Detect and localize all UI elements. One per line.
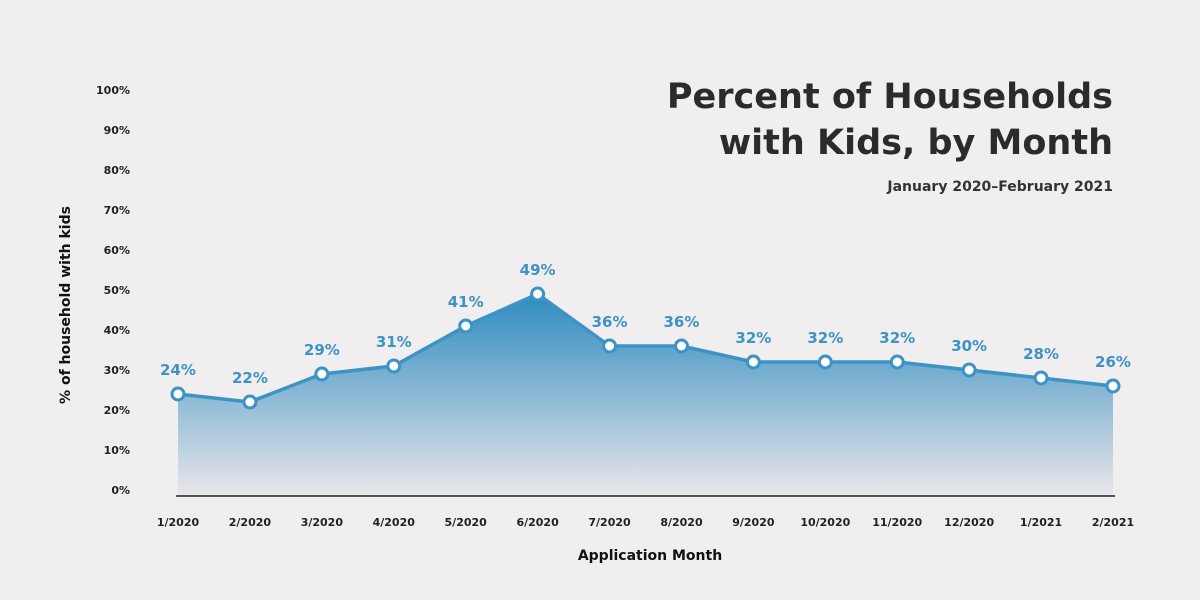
data-point	[1033, 370, 1049, 386]
x-tick-label: 8/2020	[660, 516, 703, 529]
x-tick-label: 9/2020	[732, 516, 775, 529]
x-tick-label: 3/2020	[301, 516, 344, 529]
x-tick-label: 10/2020	[800, 516, 850, 529]
data-label: 32%	[735, 329, 771, 347]
data-label: 29%	[304, 341, 340, 359]
x-tick-label: 12/2020	[944, 516, 994, 529]
x-axis-ticks: 1/2020 2/2020 3/2020 4/2020 5/2020 6/2020 7/20…	[157, 516, 1134, 529]
x-tick-label: 1/2021	[1020, 516, 1062, 529]
x-tick-label: 1/2020	[157, 516, 200, 529]
data-label: 32%	[879, 329, 915, 347]
data-label: 26%	[1095, 353, 1131, 371]
data-label: 36%	[592, 313, 628, 331]
y-tick-label: 0%	[111, 484, 130, 497]
data-point	[530, 286, 546, 302]
data-point	[242, 394, 258, 410]
x-tick-label: 6/2020	[516, 516, 559, 529]
y-axis-ticks: 0% 10% 20% 30% 40% 50% 60% 70% 80% 90% 100%	[96, 84, 130, 497]
data-point	[314, 366, 330, 382]
x-axis-label: Application Month	[578, 548, 722, 564]
y-axis-label: % of household with kids	[58, 206, 74, 404]
chart-title-line-2: with Kids, by Month	[719, 123, 1113, 163]
y-tick-label: 70%	[104, 204, 130, 217]
y-tick-label: 40%	[104, 324, 130, 337]
x-tick-label: 5/2020	[445, 516, 488, 529]
y-tick-label: 60%	[104, 244, 130, 257]
data-point	[817, 354, 833, 370]
data-point	[889, 354, 905, 370]
data-label: 49%	[520, 261, 556, 279]
x-tick-label: 7/2020	[588, 516, 631, 529]
data-label: 41%	[448, 293, 484, 311]
plot-area: 24% 22% 29% 31% 41% 49% 36% 36% 32% 32% 32% 30% 28% 2…	[160, 261, 1131, 497]
chart-title-line-1: Percent of Households	[667, 77, 1113, 117]
y-tick-label: 50%	[104, 284, 130, 297]
data-label: 32%	[807, 329, 843, 347]
x-tick-label: 2/2021	[1092, 516, 1134, 529]
y-tick-label: 80%	[104, 164, 130, 177]
x-tick-label: 11/2020	[872, 516, 922, 529]
data-point	[386, 358, 402, 374]
data-label: 28%	[1023, 345, 1059, 363]
data-point	[602, 338, 618, 354]
x-tick-label: 4/2020	[373, 516, 416, 529]
data-point	[1105, 378, 1121, 394]
x-tick-label: 2/2020	[229, 516, 272, 529]
series-line	[177, 292, 1114, 404]
data-point	[961, 362, 977, 378]
data-point	[745, 354, 761, 370]
data-point	[458, 318, 474, 334]
y-tick-label: 100%	[96, 84, 130, 97]
y-tick-label: 10%	[104, 444, 130, 457]
data-label: 24%	[160, 361, 196, 379]
data-label: 36%	[664, 313, 700, 331]
data-point	[170, 386, 186, 402]
area-fill	[178, 294, 1113, 496]
data-point	[673, 338, 689, 354]
y-tick-label: 30%	[104, 364, 130, 377]
y-tick-label: 20%	[104, 404, 130, 417]
data-label: 31%	[376, 333, 412, 351]
data-label: 30%	[951, 337, 987, 355]
chart-subtitle: January 2020–February 2021	[886, 179, 1113, 195]
data-label: 22%	[232, 369, 268, 387]
y-tick-label: 90%	[104, 124, 130, 137]
